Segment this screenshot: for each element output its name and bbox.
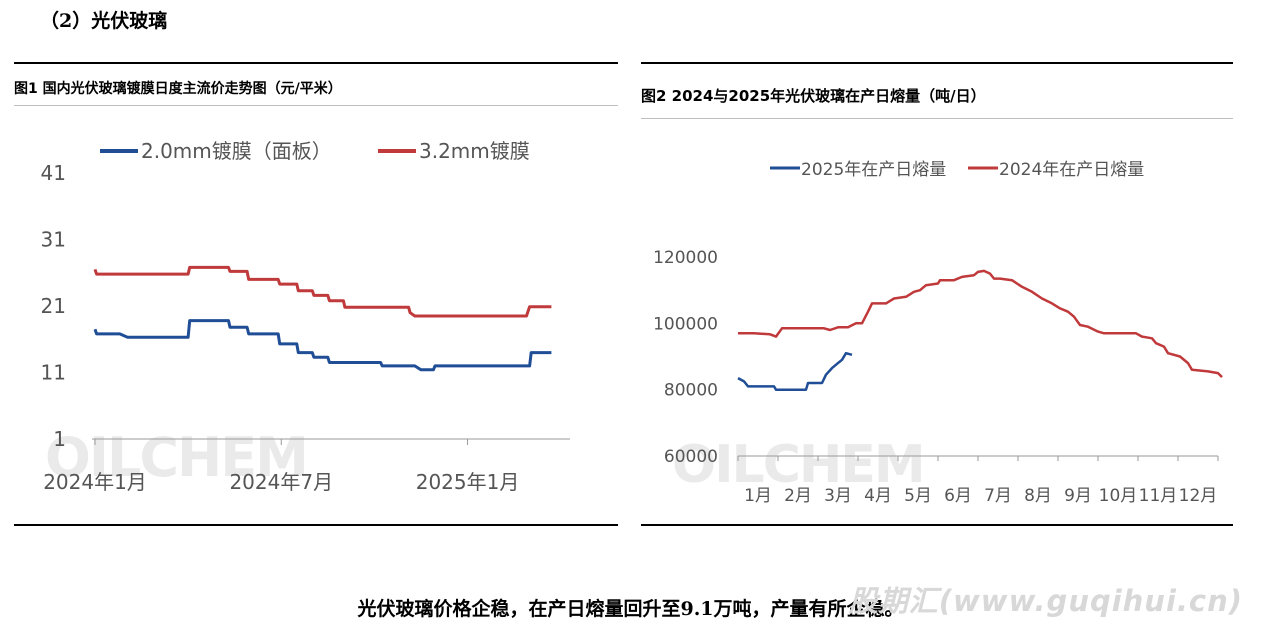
- chart2-x-tick-label: 1月: [744, 486, 772, 506]
- chart2-x-tick-label: 8月: [1024, 486, 1052, 506]
- chart2-plot: OILCHEM 2025年在产日熔量 2024年在产日熔量 120000 100000 8…: [653, 160, 1223, 506]
- chart2-y-tick-label: 60000: [664, 447, 718, 467]
- section-title: （2）光伏玻璃: [40, 10, 168, 32]
- chart2-x-tick-label: 3月: [824, 486, 852, 506]
- chart2-y-tick-label: 100000: [653, 314, 718, 334]
- chart2-y-tick-label: 80000: [664, 381, 718, 401]
- chart1-bottom-rule: [14, 524, 618, 526]
- chart1-y-tick-label: 1: [53, 427, 66, 451]
- chart1-top-rule: [14, 62, 618, 64]
- chart1-series-line-2: [93, 265, 552, 318]
- chart1-y-tick-label: 41: [41, 161, 66, 185]
- chart1-y-tick-label: 11: [41, 361, 66, 385]
- chart1-legend-label: 3.2mm镀膜: [419, 139, 530, 163]
- chart2-watermark: OILCHEM: [672, 435, 924, 495]
- chart2-bottom-rule: [641, 524, 1233, 526]
- chart2-x-tick-label: 5月: [904, 486, 932, 506]
- chart2-legend-label: 2025年在产日熔量: [801, 160, 946, 180]
- chart1-y-tick-label: 31: [41, 228, 66, 252]
- chart1-y-tick-label: 21: [41, 294, 66, 318]
- chart1-series-line-1: [93, 319, 552, 372]
- chart1-watermark: OILCHEM: [45, 426, 307, 489]
- chart2-x-tick-label: 6月: [944, 486, 972, 506]
- chart1-title-rule: [14, 105, 618, 106]
- chart2-x-tick-label: 7月: [984, 486, 1012, 506]
- chart2-title: 图2 2024与2025年光伏玻璃在产日熔量（吨/日）: [641, 87, 986, 105]
- chart2-top-rule: [641, 62, 1233, 64]
- chart1-x-tick-label: 2025年1月: [416, 470, 520, 494]
- chart2-x-tick-label: 2月: [784, 486, 812, 506]
- chart1-legend-label: 2.0mm镀膜（面板）: [141, 139, 332, 163]
- chart2-y-tick-label: 120000: [653, 248, 718, 268]
- chart2-x-tick-label: 12月: [1179, 486, 1218, 506]
- site-watermark: 股期汇(www.guqihui.cn): [848, 584, 1243, 618]
- chart2-series-line-2: [738, 269, 1223, 378]
- caption: 光伏玻璃价格企稳，在产日熔量回升至9.1万吨，产量有所企稳。: [357, 598, 904, 620]
- chart2-title-rule: [641, 118, 1233, 119]
- chart1-x-tick-label: 2024年1月: [43, 470, 147, 494]
- chart2-x-tick-label: 9月: [1064, 486, 1092, 506]
- chart2-x-tick-label: 10月: [1099, 486, 1138, 506]
- chart2-series-line-1: [737, 351, 853, 391]
- chart1-x-tick-label: 2024年7月: [229, 470, 333, 494]
- chart2-x-tick-label: 11月: [1139, 486, 1178, 506]
- chart2-x-tick-label: 4月: [864, 486, 892, 506]
- chart2-legend-label: 2024年在产日熔量: [999, 160, 1144, 180]
- chart1-title: 图1 国内光伏玻璃镀膜日度主流价走势图（元/平米）: [14, 81, 342, 97]
